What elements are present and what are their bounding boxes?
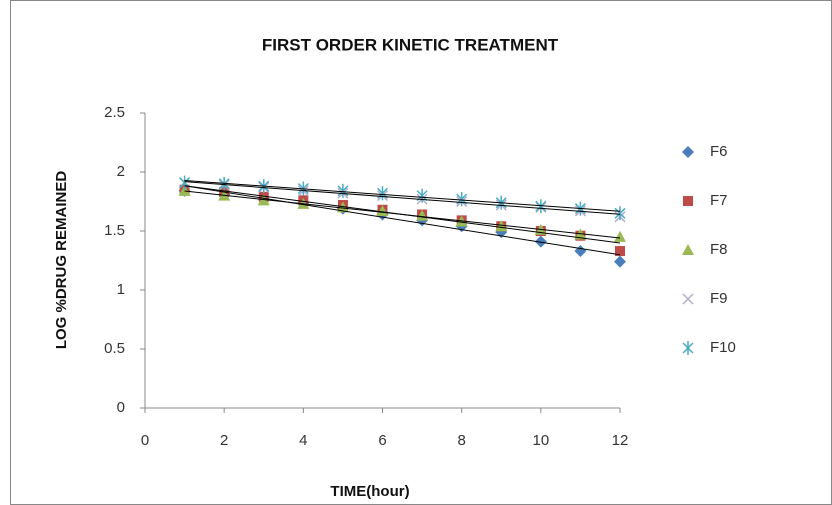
- point: [416, 209, 429, 221]
- trendline: [184, 181, 621, 215]
- chart-title: FIRST ORDER KINETIC TREATMENT: [262, 35, 559, 54]
- y-axis-label: LOG %DRUG REMAINED: [53, 171, 70, 350]
- point: [614, 206, 626, 221]
- legend-label: F9: [710, 290, 728, 307]
- x-tick-label: 0: [141, 432, 149, 449]
- point: [376, 204, 389, 216]
- legend-marker: [682, 293, 694, 305]
- legend-marker: [682, 146, 694, 158]
- trendline: [184, 180, 621, 212]
- point: [178, 184, 191, 196]
- x-tick-label: 10: [532, 432, 549, 449]
- point: [614, 255, 626, 268]
- chart-frame: [10, 0, 832, 505]
- y-tick-label: 2.5: [104, 104, 125, 121]
- x-axis-label: TIME(hour): [330, 483, 409, 500]
- trendline: [184, 190, 621, 239]
- y-tick-label: 1.5: [104, 222, 125, 239]
- point: [614, 230, 626, 242]
- legend-marker: [683, 196, 693, 206]
- point: [535, 199, 547, 214]
- y-tick-label: 0: [117, 399, 125, 416]
- y-tick-label: 0.5: [104, 340, 125, 357]
- x-tick-label: 8: [457, 432, 465, 449]
- y-tick-label: 2: [117, 163, 125, 180]
- legend-label: F6: [710, 143, 728, 160]
- point: [615, 246, 625, 257]
- legend-marker: [682, 244, 694, 255]
- point: [495, 220, 508, 232]
- x-tick-label: 6: [378, 432, 386, 449]
- legend-label: F10: [710, 339, 736, 356]
- x-tick-label: 4: [299, 432, 307, 449]
- legend-label: F7: [710, 192, 728, 209]
- x-tick-label: 12: [612, 432, 629, 449]
- point: [534, 235, 547, 248]
- legend-marker: [682, 341, 694, 355]
- x-tick-label: 2: [220, 432, 228, 449]
- legend-label: F8: [710, 241, 728, 258]
- y-tick-label: 1: [117, 281, 125, 298]
- trendline: [184, 185, 621, 256]
